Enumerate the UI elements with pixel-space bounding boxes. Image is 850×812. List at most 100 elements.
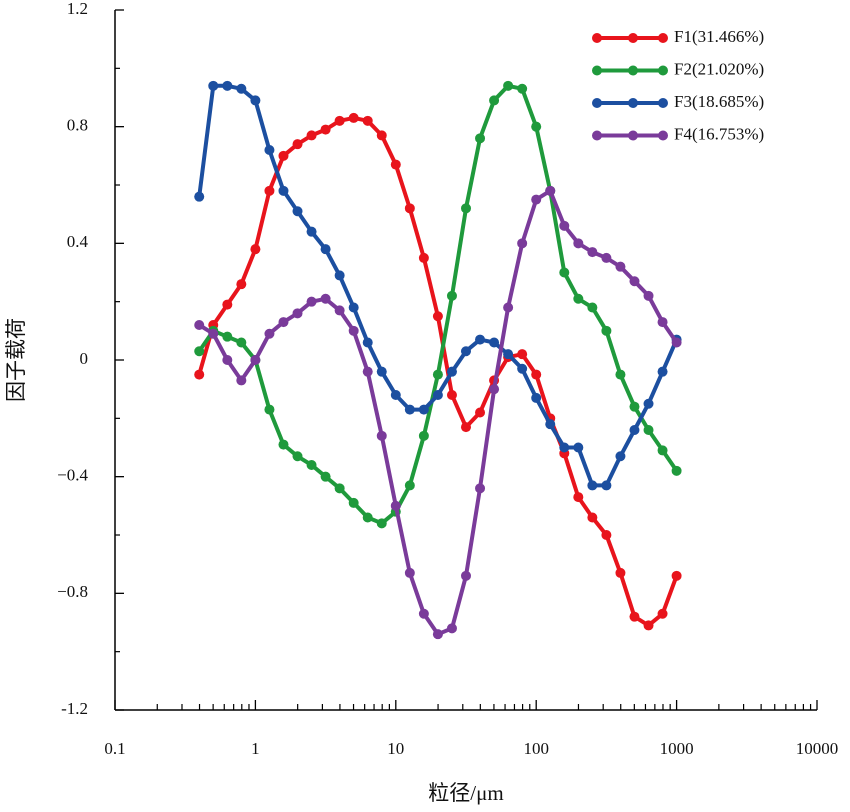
- legend-marker: [658, 65, 668, 76]
- data-point: [489, 384, 500, 395]
- data-point: [657, 317, 668, 328]
- data-point: [348, 497, 359, 508]
- data-point: [615, 369, 626, 380]
- data-point: [320, 124, 331, 135]
- x-tick-label: 1000: [660, 739, 694, 758]
- data-point: [446, 290, 457, 301]
- data-point: [629, 401, 640, 412]
- data-point: [643, 425, 654, 435]
- legend-label: F1(31.466%): [674, 27, 764, 46]
- data-point: [264, 404, 275, 415]
- data-point: [278, 150, 289, 161]
- data-point: [278, 317, 289, 328]
- x-tick-label: 0.1: [104, 739, 125, 758]
- y-tick-label: 1.2: [67, 0, 88, 18]
- data-point: [671, 465, 682, 476]
- data-point: [573, 492, 584, 503]
- data-point: [418, 608, 429, 619]
- data-point: [334, 305, 345, 316]
- data-point: [236, 83, 247, 94]
- data-point: [601, 530, 612, 540]
- data-point: [531, 392, 542, 403]
- data-point: [306, 130, 317, 141]
- y-tick-label: −0.8: [57, 582, 88, 601]
- data-point: [489, 95, 500, 106]
- data-point: [208, 80, 219, 91]
- data-point: [320, 244, 331, 255]
- data-point: [418, 252, 429, 263]
- data-point: [264, 328, 275, 339]
- data-point: [517, 238, 528, 249]
- data-point: [559, 267, 570, 278]
- data-point: [250, 355, 261, 365]
- data-point: [643, 290, 654, 301]
- y-axis-title: 因子载荷: [4, 318, 28, 402]
- data-point: [573, 293, 584, 304]
- data-point: [531, 194, 542, 205]
- data-point: [432, 629, 443, 640]
- data-point: [264, 185, 275, 196]
- data-point: [222, 299, 233, 310]
- data-point: [348, 325, 359, 336]
- data-point: [517, 363, 528, 374]
- data-point: [222, 331, 233, 342]
- data-point: [517, 349, 528, 360]
- data-point: [615, 567, 626, 578]
- legend-marker: [658, 33, 668, 43]
- data-point: [559, 442, 570, 453]
- data-point: [418, 430, 429, 441]
- data-point: [601, 252, 612, 263]
- data-point: [629, 425, 640, 435]
- data-point: [362, 115, 373, 126]
- data-point: [573, 442, 584, 453]
- legend-marker: [628, 33, 638, 43]
- data-point: [657, 445, 668, 456]
- data-point: [250, 95, 261, 106]
- data-point: [671, 337, 682, 348]
- y-tick-label: -1.2: [61, 699, 88, 718]
- data-point: [222, 80, 233, 91]
- legend-label: F3(18.685%): [674, 92, 764, 111]
- data-point: [587, 512, 598, 523]
- data-point: [503, 80, 514, 91]
- data-point: [657, 366, 668, 377]
- x-tick-label: 1: [251, 739, 260, 758]
- data-point: [671, 570, 682, 581]
- data-point: [264, 145, 275, 155]
- legend-marker: [658, 130, 668, 141]
- data-point: [601, 325, 612, 336]
- data-point: [601, 480, 612, 491]
- legend-marker: [658, 98, 668, 108]
- data-point: [236, 279, 247, 290]
- data-point: [362, 366, 373, 377]
- data-point: [292, 308, 303, 319]
- data-point: [475, 407, 486, 418]
- data-point: [390, 159, 401, 170]
- data-point: [587, 247, 598, 258]
- data-point: [545, 419, 556, 430]
- data-point: [404, 567, 415, 578]
- data-point: [292, 206, 303, 217]
- y-tick-label: −0.4: [57, 466, 88, 485]
- data-point: [278, 185, 289, 196]
- data-point: [292, 139, 303, 150]
- legend-marker: [592, 65, 602, 76]
- data-point: [475, 133, 486, 144]
- legend-marker: [592, 33, 602, 43]
- data-point: [376, 130, 387, 141]
- legend-label: F2(21.020%): [674, 59, 764, 78]
- x-axis-title: 粒径/μm: [428, 781, 503, 805]
- data-point: [531, 121, 542, 132]
- data-point: [446, 390, 457, 400]
- data-point: [531, 369, 542, 380]
- data-point: [460, 346, 471, 357]
- data-point: [587, 302, 598, 313]
- data-point: [236, 337, 247, 348]
- data-point: [348, 112, 359, 123]
- data-point: [615, 451, 626, 462]
- data-point: [503, 302, 514, 313]
- data-point: [432, 390, 443, 400]
- data-point: [292, 451, 303, 462]
- data-point: [460, 203, 471, 214]
